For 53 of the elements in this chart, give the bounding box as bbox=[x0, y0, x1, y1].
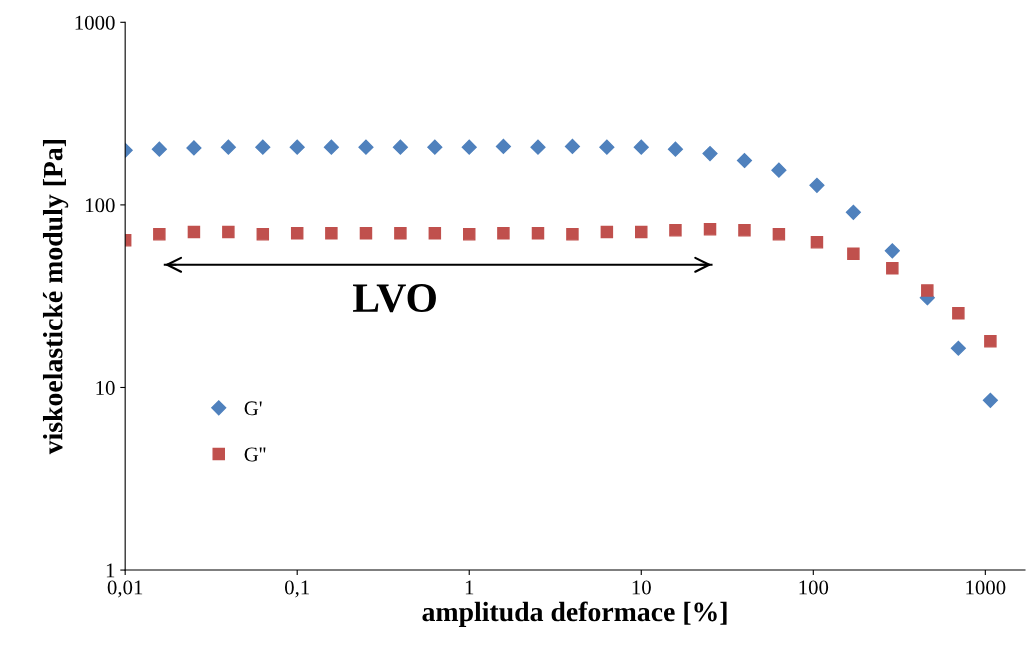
point bbox=[358, 139, 374, 155]
point bbox=[599, 139, 615, 155]
point bbox=[564, 138, 581, 155]
point bbox=[738, 224, 751, 237]
point bbox=[667, 141, 684, 157]
point bbox=[566, 228, 579, 241]
point bbox=[151, 141, 167, 157]
point bbox=[497, 226, 510, 240]
x-tick-label: 1000 bbox=[966, 580, 1006, 595]
x-tick-label: 1 bbox=[465, 580, 474, 595]
annotation: LVO bbox=[352, 284, 436, 313]
x-tick-label: 0,01 bbox=[107, 580, 143, 598]
point bbox=[771, 162, 787, 178]
x-tick-label: 10 bbox=[632, 580, 651, 595]
point bbox=[462, 228, 476, 241]
point bbox=[530, 139, 546, 155]
point bbox=[392, 139, 408, 155]
point bbox=[325, 226, 338, 240]
point bbox=[255, 139, 271, 155]
legend-label: G'' bbox=[244, 447, 266, 462]
point bbox=[186, 140, 202, 156]
point bbox=[531, 226, 545, 240]
point bbox=[635, 225, 648, 239]
point bbox=[633, 139, 649, 155]
x-tick-label: 100 bbox=[799, 580, 829, 595]
y-tick-label: 1 bbox=[106, 563, 115, 578]
point bbox=[220, 139, 236, 155]
point bbox=[772, 228, 786, 241]
point bbox=[256, 228, 270, 241]
y-axis-title: viskoelastické moduly [Pa] bbox=[42, 140, 69, 455]
point bbox=[153, 228, 166, 241]
y-tick-label: 10 bbox=[96, 380, 115, 395]
point bbox=[427, 139, 443, 155]
point bbox=[187, 225, 201, 239]
point bbox=[702, 146, 718, 162]
point bbox=[669, 224, 682, 237]
point bbox=[600, 225, 614, 239]
y-tick-label: 1000 bbox=[75, 15, 115, 30]
y-tick-label: 100 bbox=[86, 198, 115, 213]
point bbox=[323, 139, 339, 155]
x-tick-label: 0,1 bbox=[284, 580, 309, 598]
point bbox=[703, 223, 717, 236]
point bbox=[495, 138, 511, 155]
point bbox=[736, 152, 753, 169]
point bbox=[394, 226, 407, 240]
point bbox=[289, 139, 305, 155]
x-axis-title: amplituda deformace [%] bbox=[422, 601, 727, 627]
point bbox=[359, 226, 373, 240]
legend-label: G' bbox=[244, 401, 262, 416]
point bbox=[222, 225, 235, 239]
point bbox=[461, 139, 477, 155]
point bbox=[290, 226, 304, 240]
point bbox=[428, 226, 442, 240]
